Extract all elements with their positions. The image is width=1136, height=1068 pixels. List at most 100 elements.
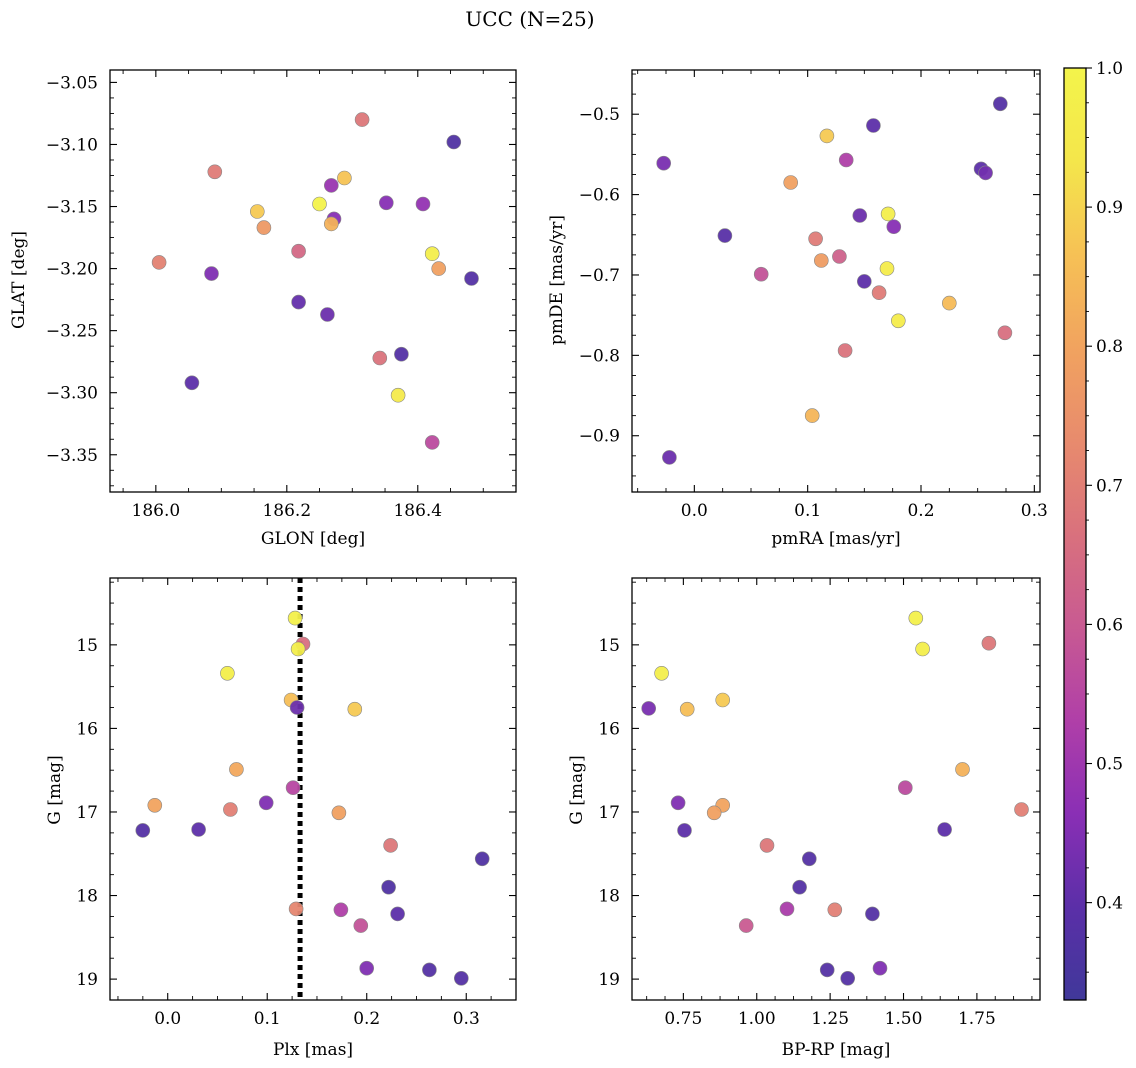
x-tick-label: 1.25 — [811, 1009, 849, 1029]
colorbar-tick-label: 0.4 — [1096, 894, 1123, 914]
y-tick-label: 18 — [76, 887, 98, 907]
data-point — [287, 610, 303, 626]
data-point — [291, 294, 306, 310]
data-point — [372, 350, 388, 366]
data-point — [879, 261, 895, 276]
y-tick-label: −0.7 — [579, 266, 620, 286]
data-point — [331, 805, 347, 821]
x-tick-label: 0.3 — [1021, 501, 1048, 521]
y-tick-label: −3.30 — [46, 384, 98, 404]
data-point — [654, 665, 669, 681]
data-point — [207, 164, 223, 180]
data-point — [323, 216, 339, 232]
data-point — [381, 879, 396, 895]
data-point — [424, 246, 440, 261]
panel-parallax-magnitude: Plx [mas] G [mag] 0.0 0.1 0.2 0.3 15 16 17 18 19 — [45, 577, 517, 1060]
data-point — [827, 902, 843, 918]
data-point — [289, 700, 305, 715]
data-point — [801, 851, 817, 867]
data-point — [937, 822, 952, 837]
colorbar-frame — [1063, 67, 1087, 1001]
y-tick-label: −3.10 — [46, 135, 98, 155]
data-point — [670, 795, 686, 811]
x-tick-label: 0.2 — [353, 1009, 380, 1029]
x-tick-label: 1.50 — [885, 1009, 923, 1029]
data-point — [359, 960, 375, 976]
y-tick-label: −3.25 — [46, 322, 98, 342]
data-point — [424, 435, 440, 450]
y-tick-label: −3.20 — [46, 260, 98, 280]
x-tick-label: 186.2 — [262, 501, 311, 521]
figure-title: UCC (N=25) — [465, 7, 594, 31]
y-tick-label: −0.5 — [579, 105, 620, 125]
data-point — [290, 641, 306, 657]
data-point — [677, 823, 692, 838]
colorbar-gradient — [1064, 68, 1086, 1000]
data-point — [256, 220, 272, 235]
data-point — [453, 970, 469, 986]
data-point — [813, 253, 829, 268]
data-point — [151, 255, 167, 270]
y-tick-label: 18 — [598, 887, 620, 907]
data-point — [184, 375, 200, 391]
data-point — [840, 970, 856, 986]
y-tick-label: 17 — [598, 803, 620, 823]
data-point — [871, 285, 887, 301]
data-point — [220, 665, 235, 681]
data-point — [662, 450, 677, 465]
x-axis-label: BP-RP [mag] — [782, 1040, 891, 1060]
colorbar-tick-label: 1.0 — [1096, 59, 1123, 79]
data-point — [422, 962, 437, 978]
data-point — [779, 901, 795, 917]
y-tick-label: −0.6 — [579, 186, 620, 206]
data-point — [446, 134, 462, 150]
data-point — [753, 266, 769, 282]
x-tick-label: 1.75 — [958, 1009, 996, 1029]
data-point — [997, 325, 1013, 341]
data-point — [679, 701, 695, 717]
axes-frame — [109, 69, 517, 493]
data-point — [390, 906, 405, 922]
x-tick-label: 0.3 — [453, 1009, 480, 1029]
panel-color-magnitude: BP-RP [mag] G [mag] 0.75 1.00 1.25 1.50 1.75… — [567, 577, 1041, 1060]
data-point — [838, 152, 854, 168]
x-tick-label: 186.0 — [132, 501, 181, 521]
data-point — [378, 195, 394, 211]
data-point — [808, 231, 823, 247]
data-point — [837, 343, 853, 358]
x-tick-label: 0.1 — [794, 501, 821, 521]
data-point — [223, 802, 238, 817]
data-point — [312, 196, 327, 212]
data-point — [147, 797, 163, 813]
data-point — [353, 918, 369, 933]
y-tick-label: −3.15 — [46, 198, 98, 218]
data-point — [354, 112, 370, 127]
data-point — [865, 906, 880, 922]
data-point — [641, 701, 657, 716]
data-point — [804, 408, 820, 423]
y-axis-label: pmDE [mas/yr] — [547, 215, 567, 345]
data-point — [886, 219, 902, 234]
data-point — [992, 96, 1008, 112]
colorbar-tick-label: 0.8 — [1096, 337, 1123, 357]
colorbar-tick-label: 0.9 — [1096, 198, 1123, 218]
data-point — [347, 701, 363, 717]
data-point — [819, 962, 835, 978]
data-point — [390, 387, 406, 403]
axes-frame — [109, 577, 517, 1001]
data-point — [288, 901, 304, 917]
data-point — [915, 641, 930, 657]
y-tick-label: 15 — [598, 636, 620, 656]
axes-frame — [631, 69, 1041, 493]
colorbar: 0.4 0.5 0.6 0.7 0.8 0.9 1.0 — [1063, 59, 1123, 1001]
data-point — [135, 823, 151, 838]
data-point — [320, 307, 335, 322]
data-point — [333, 902, 349, 918]
data-point — [431, 261, 447, 276]
x-tick-label: 0.0 — [681, 501, 708, 521]
data-point — [819, 128, 835, 144]
data-point — [890, 313, 906, 329]
data-point — [759, 838, 775, 853]
panel-lon-lat: GLON [deg] GLAT [deg] 186.0 186.2 186.4 −3.… — [9, 69, 517, 549]
x-tick-label: 1.00 — [738, 1009, 776, 1029]
